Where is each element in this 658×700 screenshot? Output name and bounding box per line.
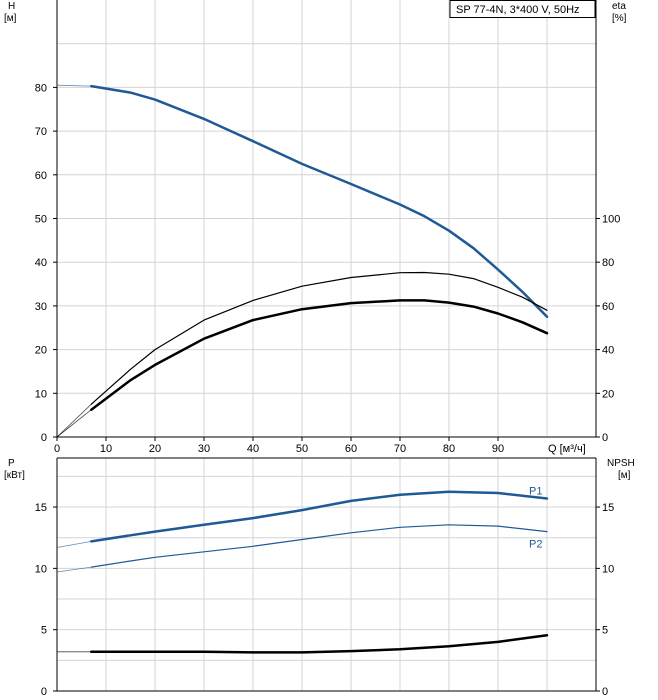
- axis-labels: Q [м³/ч]H[м]eta[%]SP 77-4N, 3*400 V, 50H…: [4, 0, 635, 551]
- left-tick-label: 0: [41, 432, 47, 444]
- x-tick-label: 30: [198, 443, 210, 455]
- left-axis-label: H: [8, 1, 15, 12]
- right-tick-label: 0: [602, 432, 608, 444]
- left-tick-label: 20: [35, 345, 47, 357]
- right-tick-label: 100: [602, 214, 620, 226]
- right-axis-label: NPSH: [607, 458, 635, 469]
- x-tick-label: 90: [492, 443, 504, 455]
- x-tick-label: 20: [149, 443, 161, 455]
- right-tick-label: 20: [602, 388, 614, 400]
- right-axis-unit: [%]: [612, 13, 627, 24]
- series-P1-extension: [56, 541, 92, 548]
- left-tick-label: 0: [41, 686, 47, 698]
- series-P2-line: [90, 524, 548, 568]
- right-axis-unit: [м]: [618, 470, 631, 481]
- series-H-extension: [56, 84, 92, 87]
- left-tick-label: 40: [35, 257, 47, 269]
- x-tick-label: 50: [296, 443, 308, 455]
- series-eta-bold-extension: [56, 409, 92, 438]
- grid-lines: [57, 0, 597, 691]
- series-P2-extension: [56, 566, 92, 573]
- right-axis-label: eta: [612, 1, 626, 12]
- series-P1-line: [90, 490, 549, 543]
- left-axis-unit: [м]: [4, 13, 17, 24]
- left-axis-label: P: [8, 458, 15, 469]
- right-tick-label: 60: [602, 301, 614, 313]
- plot-frames: [56, 0, 597, 692]
- right-tick-label: 0: [602, 686, 608, 698]
- left-tick-label: 30: [35, 301, 47, 313]
- left-tick-label: 10: [35, 388, 47, 400]
- left-tick-label: 60: [35, 170, 47, 182]
- x-tick-label: 10: [100, 443, 112, 455]
- right-tick-label: 5: [602, 625, 608, 637]
- right-tick-label: 40: [602, 345, 614, 357]
- series-H-line: [90, 84, 549, 319]
- left-tick-label: 70: [35, 126, 47, 138]
- series-lines: [56, 84, 549, 654]
- legend-box: [449, 0, 596, 18]
- x-tick-label: 60: [345, 443, 357, 455]
- series-eta-extension: [56, 403, 92, 438]
- series-eta-bold-line: [90, 299, 549, 411]
- series-eta-line: [90, 271, 548, 405]
- left-tick-label: 50: [35, 214, 47, 226]
- right-tick-label: 80: [602, 257, 614, 269]
- left-tick-label: 5: [41, 625, 47, 637]
- right-tick-label: 15: [602, 502, 614, 514]
- left-tick-label: 15: [35, 502, 47, 514]
- left-tick-label: 80: [35, 82, 47, 94]
- left-tick-label: 10: [35, 563, 47, 575]
- x-axis-label: Q [м³/ч]: [548, 443, 586, 455]
- series-NPSH-line: [90, 633, 549, 654]
- x-tick-label: 80: [443, 443, 455, 455]
- legend-text: SP 77-4N, 3*400 V, 50Hz: [456, 4, 580, 16]
- x-tick-label: 40: [247, 443, 259, 455]
- x-tick-label: 70: [394, 443, 406, 455]
- right-tick-label: 10: [602, 563, 614, 575]
- series-label-P1: P1: [529, 485, 542, 497]
- left-axis-unit: [кВт]: [4, 470, 25, 481]
- series-label-P2: P2: [529, 539, 542, 551]
- x-tick-label: 0: [54, 443, 60, 455]
